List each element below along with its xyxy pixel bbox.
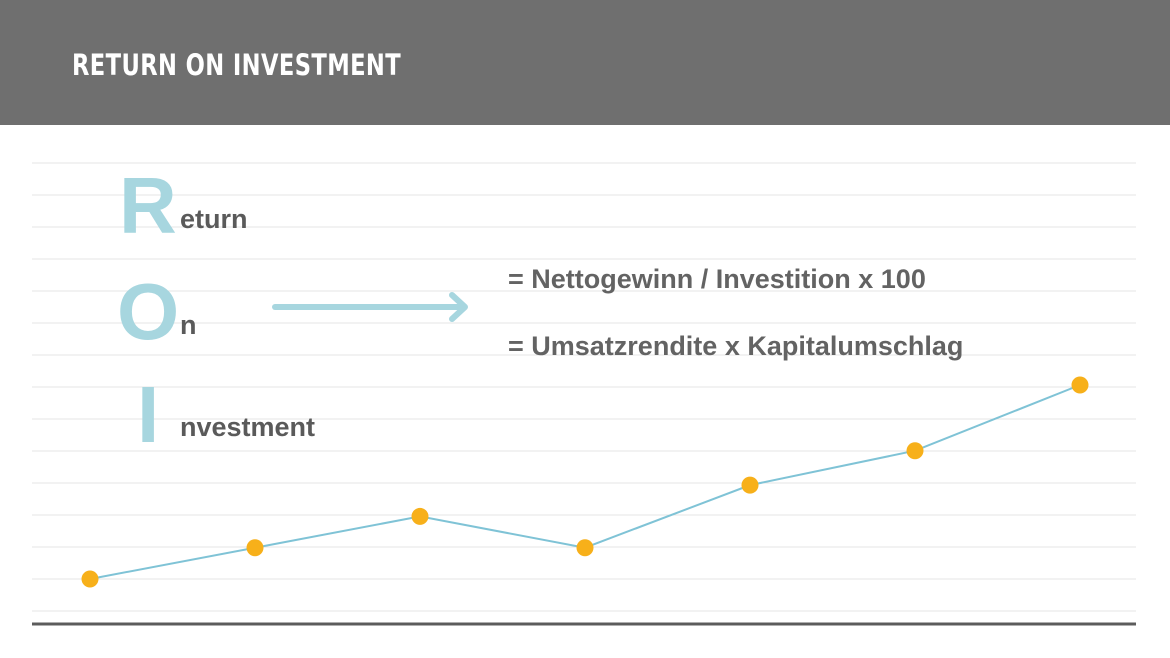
acronym-letter-r: R (119, 161, 177, 250)
data-point (246, 539, 264, 557)
data-point (576, 539, 594, 557)
data-point (906, 442, 924, 460)
acronym-word-on: n (180, 310, 197, 340)
data-point (1071, 376, 1089, 394)
arrow-icon (272, 292, 468, 322)
formula-net-profit: = Nettogewinn / Investition x 100 (508, 264, 926, 294)
header-bar: RETURN ON INVESTMENT (0, 0, 1170, 125)
acronym-letter-o: O (117, 267, 180, 356)
gridlines (32, 162, 1136, 612)
data-point (741, 476, 759, 494)
chart-series (81, 376, 1089, 588)
data-point (411, 507, 429, 525)
acronym-letter-i: I (137, 370, 160, 459)
data-point (81, 570, 99, 588)
formula-return-on-sales: = Umsatzrendite x Kapitalumschlag (508, 331, 964, 361)
acronym-word-return: eturn (180, 204, 248, 234)
acronym-word-investment: nvestment (180, 412, 316, 442)
slide-title: RETURN ON INVESTMENT (72, 48, 402, 82)
